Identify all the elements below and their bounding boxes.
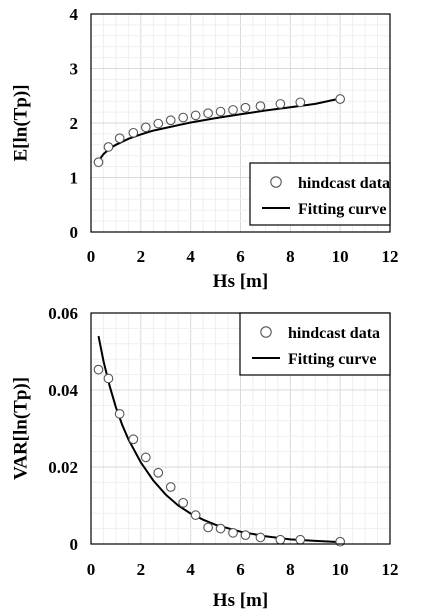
legend-marker-hindcast bbox=[270, 176, 282, 188]
x-tick-label: 10 bbox=[332, 247, 349, 266]
x-tick-label: 2 bbox=[137, 560, 146, 579]
hindcast-data-point bbox=[275, 534, 286, 545]
hindcast-data-point bbox=[114, 133, 125, 144]
hindcast-data-point bbox=[178, 112, 189, 123]
hindcast-data-point bbox=[93, 364, 104, 375]
hindcast-data-point bbox=[203, 522, 213, 533]
hindcast-data-point bbox=[295, 97, 306, 108]
hindcast-data-point bbox=[215, 106, 226, 117]
hindcast-data-point bbox=[140, 122, 151, 133]
x-tick-label: 12 bbox=[382, 247, 399, 266]
hindcast-data-point bbox=[153, 467, 164, 478]
hindcast-data-point bbox=[103, 373, 114, 384]
hindcast-data-point bbox=[153, 118, 164, 129]
x-tick-label: 6 bbox=[236, 247, 245, 266]
x-tick-label: 8 bbox=[286, 560, 295, 579]
hindcast-data-point bbox=[240, 102, 251, 113]
x-axis-label: Hs [m] bbox=[213, 271, 268, 292]
hindcast-data-point bbox=[128, 127, 139, 138]
x-tick-label: 2 bbox=[137, 247, 146, 266]
hindcast-data-point bbox=[255, 101, 266, 111]
hindcast-data-point bbox=[128, 434, 139, 445]
hindcast-data-point bbox=[295, 534, 306, 545]
hindcast-data-point bbox=[190, 110, 201, 121]
y-axis-label: E[ln(Tp)] bbox=[10, 84, 31, 161]
hindcast-data-point bbox=[275, 99, 286, 109]
hindcast-data-point bbox=[140, 452, 151, 463]
hindcast-data-point bbox=[114, 409, 125, 419]
y-tick-label: 4 bbox=[70, 5, 79, 24]
x-tick-label: 4 bbox=[186, 247, 195, 266]
x-tick-label: 8 bbox=[286, 247, 295, 266]
y-tick-label: 1 bbox=[70, 169, 79, 188]
y-tick-label: 0.04 bbox=[48, 381, 78, 400]
hindcast-data-point bbox=[228, 527, 238, 538]
legend-label-hindcast: hindcast data bbox=[298, 175, 390, 192]
y-tick-label: 2 bbox=[70, 114, 79, 133]
y-tick-label: 0.02 bbox=[48, 458, 78, 477]
x-tick-label: 4 bbox=[186, 560, 195, 579]
hindcast-data-point bbox=[335, 536, 346, 547]
plot-area-frame bbox=[90, 13, 391, 233]
hindcast-data-point bbox=[103, 142, 114, 152]
legend-label-fitting: Fitting curve bbox=[288, 351, 376, 368]
x-tick-label: 6 bbox=[236, 560, 245, 579]
hindcast-data-point bbox=[240, 530, 251, 540]
legend-marker-hindcast bbox=[260, 326, 272, 338]
legend: hindcast data Fitting curve bbox=[249, 162, 391, 226]
hindcast-data-point bbox=[335, 94, 346, 104]
legend-label-hindcast: hindcast data bbox=[288, 325, 380, 342]
y-tick-label: 3 bbox=[70, 60, 79, 79]
chart-var-ln-tp: 0 2 4 6 8 10 12 0 0.02 0.04 0.06 Hs [m] VAR[ln(Tp)… bbox=[10, 304, 399, 611]
hindcast-data-point bbox=[255, 532, 266, 543]
x-tick-label: 0 bbox=[87, 247, 96, 266]
hindcast-data-point bbox=[215, 523, 226, 534]
x-tick-label: 12 bbox=[382, 560, 399, 579]
x-tick-label: 10 bbox=[332, 560, 349, 579]
x-axis-label: Hs [m] bbox=[213, 590, 268, 611]
y-axis-label: VAR[ln(Tp)] bbox=[10, 377, 31, 480]
x-tick-label: 0 bbox=[87, 560, 96, 579]
legend-box bbox=[239, 312, 391, 376]
y-tick-label: 0 bbox=[70, 535, 79, 554]
hindcast-data-point bbox=[165, 482, 176, 492]
y-tick-label: 0 bbox=[70, 223, 79, 242]
hindcast-data-point bbox=[93, 157, 104, 168]
legend-box bbox=[249, 162, 391, 226]
legend: hindcast data Fitting curve bbox=[239, 312, 391, 376]
legend-label-fitting: Fitting curve bbox=[298, 201, 386, 218]
hindcast-data-point bbox=[203, 108, 213, 119]
hindcast-data-point bbox=[165, 115, 176, 126]
y-tick-label: 0.06 bbox=[48, 304, 78, 323]
hindcast-data-point bbox=[228, 105, 238, 115]
hindcast-data-point bbox=[178, 497, 189, 508]
fitting-curve-line bbox=[97, 335, 341, 544]
hindcast-data-point bbox=[190, 510, 201, 520]
